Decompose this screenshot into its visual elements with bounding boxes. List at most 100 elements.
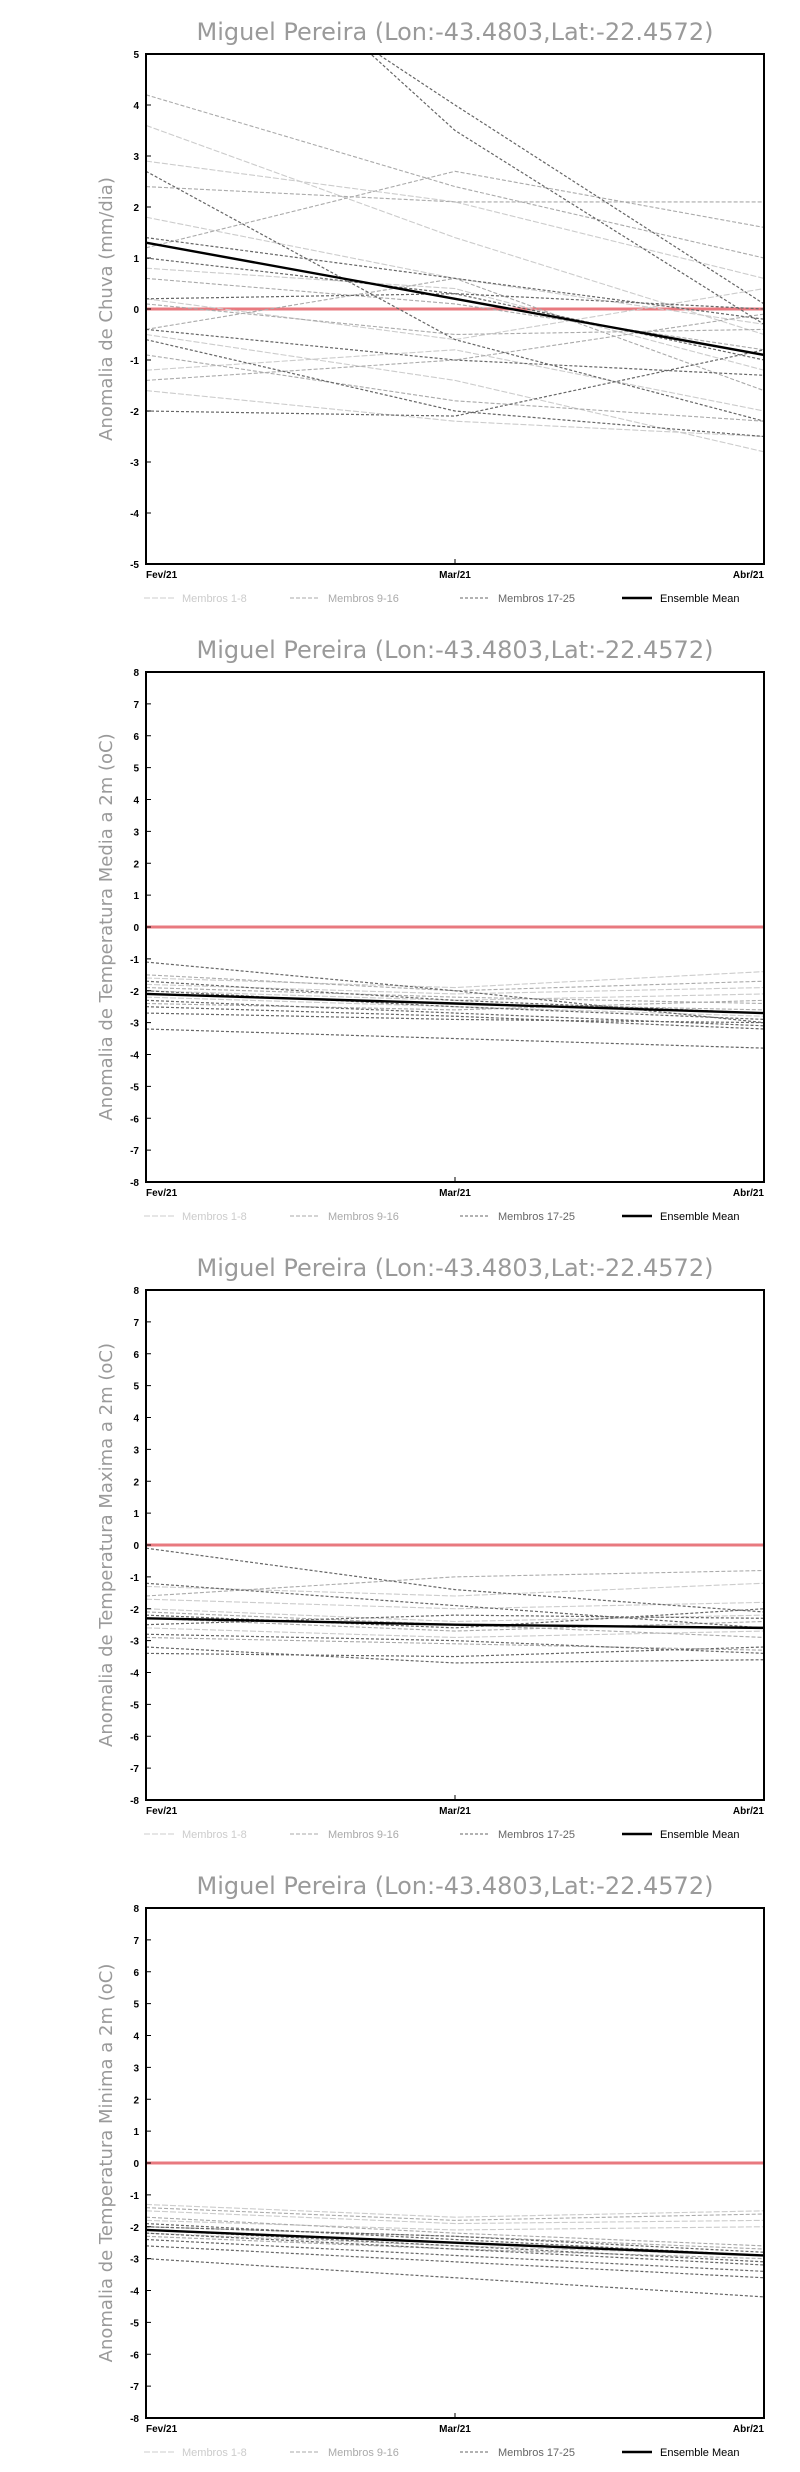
member-line-21 (146, 339, 764, 438)
legend-label: Ensemble Mean (660, 593, 740, 605)
legend-label: Membros 1-8 (182, 593, 247, 605)
y-tick-label: 0 (133, 1541, 139, 1552)
legend-label: Membros 1-8 (182, 1829, 247, 1841)
legend-label: Membros 17-25 (498, 1829, 575, 1841)
y-tick-label: -4 (130, 2287, 139, 2298)
chart-title: Miguel Pereira (Lon:-43.4803,Lat:-22.457… (197, 636, 714, 664)
y-tick-label: 4 (133, 101, 139, 112)
member-line-17 (376, 54, 764, 305)
y-tick-label: 3 (133, 152, 139, 163)
member-line-5 (146, 390, 764, 438)
member-line-9 (146, 1547, 764, 1613)
ensemble-mean-line (146, 992, 764, 1015)
member-line-15 (146, 2232, 764, 2266)
y-tick-label: 3 (133, 2063, 139, 2074)
legend-label: Membros 1-8 (182, 1211, 247, 1223)
legend-label: Ensemble Mean (660, 2447, 740, 2459)
y-tick-label: 1 (133, 891, 139, 902)
member-line-8 (146, 349, 764, 412)
x-tick-label: Mar/21 (439, 570, 471, 581)
x-tick-label: Abr/21 (733, 1188, 765, 1199)
legend-label: Membros 9-16 (328, 1211, 399, 1223)
y-tick-label: 7 (133, 700, 139, 711)
y-tick-label: -3 (130, 1637, 139, 1648)
x-tick-label: Abr/21 (733, 2424, 765, 2435)
member-line-5 (146, 1569, 764, 1597)
chart-title: Miguel Pereira (Lon:-43.4803,Lat:-22.457… (197, 18, 714, 46)
y-tick-label: -6 (130, 2350, 139, 2361)
member-line-25 (146, 237, 764, 320)
member-line-15 (146, 1012, 764, 1024)
y-tick-label: -4 (130, 1669, 139, 1680)
y-tick-label: -7 (130, 2382, 139, 2393)
y-tick-label: 5 (133, 50, 139, 61)
series-group (146, 54, 764, 453)
member-line-13 (146, 1646, 764, 1658)
member-line-14 (146, 2226, 764, 2253)
member-line-1 (146, 1582, 764, 1597)
x-tick-label: Fev/21 (146, 2424, 178, 2435)
y-tick-label: -7 (130, 1146, 139, 1157)
chart-title: Miguel Pereira (Lon:-43.4803,Lat:-22.457… (197, 1254, 714, 1282)
member-line-13 (146, 2245, 764, 2279)
x-tick-label: Fev/21 (146, 1806, 178, 1817)
y-tick-label: 7 (133, 1318, 139, 1329)
legend-label: Membros 17-25 (498, 593, 575, 605)
member-line-11 (146, 186, 764, 203)
member-line-12 (146, 2258, 764, 2298)
y-tick-label: 0 (133, 923, 139, 934)
y-tick-label: 4 (133, 796, 139, 807)
y-axis-label: Anomalia de Chuva (mm/dia) (96, 177, 117, 441)
legend-label: Membros 9-16 (328, 593, 399, 605)
y-axis-label: Anomalia de Temperatura Maxima a 2m (oC) (96, 1343, 117, 1747)
y-tick-label: -1 (130, 1573, 139, 1584)
y-tick-label: 6 (133, 1968, 139, 1979)
member-line-7 (146, 999, 764, 1011)
member-line-13 (146, 1028, 764, 1049)
y-tick-label: 1 (133, 1509, 139, 1520)
member-line-13 (146, 303, 764, 336)
member-line-10 (146, 170, 764, 249)
x-tick-label: Mar/21 (439, 1188, 471, 1199)
member-line-3 (146, 1627, 764, 1638)
member-line-4 (146, 333, 764, 453)
x-tick-label: Fev/21 (146, 570, 178, 581)
y-tick-label: 1 (133, 254, 139, 265)
series-group (146, 1543, 764, 1664)
member-line-10 (146, 2229, 764, 2263)
legend-label: Membros 17-25 (498, 1211, 575, 1223)
x-tick-label: Mar/21 (439, 2424, 471, 2435)
ensemble-mean-line (146, 2228, 764, 2257)
member-line-3 (146, 996, 764, 1017)
y-tick-label: 0 (133, 305, 139, 316)
legend-label: Membros 9-16 (328, 2447, 399, 2459)
y-tick-label: 2 (133, 2095, 139, 2106)
y-tick-label: -5 (130, 1082, 139, 1093)
member-line-1 (146, 2203, 764, 2218)
y-tick-label: -2 (130, 2223, 139, 2234)
y-tick-label: -1 (130, 955, 139, 966)
member-line-10 (146, 1582, 764, 1629)
y-tick-label: 5 (133, 764, 139, 775)
member-line-9 (146, 94, 764, 259)
chart-title: Miguel Pereira (Lon:-43.4803,Lat:-22.457… (197, 1872, 714, 1900)
x-tick-label: Abr/21 (733, 570, 765, 581)
y-tick-label: -3 (130, 2255, 139, 2266)
y-tick-label: -7 (130, 1764, 139, 1775)
member-line-18 (369, 54, 764, 325)
y-tick-label: -8 (130, 1796, 139, 1807)
legend-label: Membros 9-16 (328, 1829, 399, 1841)
x-tick-label: Abr/21 (733, 1806, 765, 1817)
member-line-11 (146, 1608, 764, 1629)
y-tick-label: -2 (130, 407, 139, 418)
member-line-7 (146, 288, 764, 341)
member-line-6 (146, 2226, 764, 2250)
y-tick-label: -6 (130, 1732, 139, 1743)
chart-panel-2: Miguel Pereira (Lon:-43.4803,Lat:-22.457… (96, 636, 765, 1223)
ensemble-mean-line (146, 1617, 764, 1630)
y-tick-label: 2 (133, 203, 139, 214)
y-tick-label: 5 (133, 1382, 139, 1393)
member-line-20 (146, 257, 764, 361)
member-line-2 (146, 160, 764, 279)
